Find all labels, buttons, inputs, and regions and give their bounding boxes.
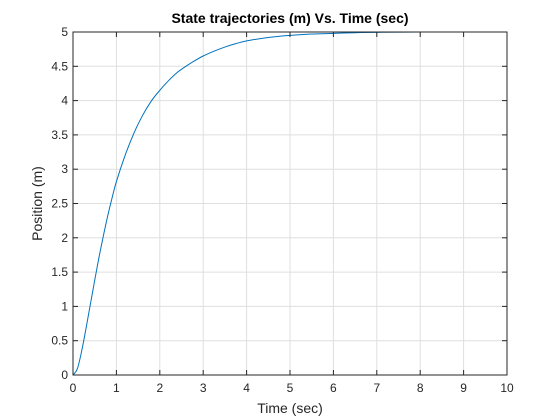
x-tick-label: 6: [330, 381, 337, 395]
y-tick-label: 4.5: [51, 59, 68, 73]
y-tick-label: 5: [61, 25, 68, 39]
y-tick-label: 1: [61, 299, 68, 313]
x-tick-label: 8: [417, 381, 424, 395]
x-tick-label: 9: [460, 381, 467, 395]
y-axis-label: Position (m): [29, 166, 45, 241]
y-tick-label: 0: [61, 368, 68, 382]
x-tick-label: 4: [243, 381, 250, 395]
x-tick-label: 1: [113, 381, 120, 395]
x-tick-label: 7: [373, 381, 380, 395]
y-tick-label: 3: [61, 162, 68, 176]
y-tick-label: 1.5: [51, 265, 68, 279]
y-tick-label: 2.5: [51, 197, 68, 211]
x-tick-label: 10: [500, 381, 514, 395]
y-tick-label: 2: [61, 231, 68, 245]
y-tick-label: 4: [61, 94, 68, 108]
ticks: [72, 31, 508, 376]
x-tick-label: 2: [156, 381, 163, 395]
series-layer: [72, 31, 507, 376]
y-tick-label: 0.5: [51, 334, 68, 348]
position-series-line: [72, 31, 507, 376]
y-tick-label: 3.5: [51, 128, 68, 142]
tick-labels: 0 1 2 3 4 5 6 7 8 9 10 0 0.5 1 1.5 2 2.5 3 3.5 4 4.5 5: [51, 25, 514, 395]
x-axis-label: Time (sec): [257, 400, 323, 416]
chart-title: State trajectories (m) Vs. Time (sec): [171, 10, 408, 26]
x-tick-label: 0: [70, 381, 77, 395]
x-tick-label: 5: [287, 381, 294, 395]
x-tick-label: 3: [200, 381, 207, 395]
